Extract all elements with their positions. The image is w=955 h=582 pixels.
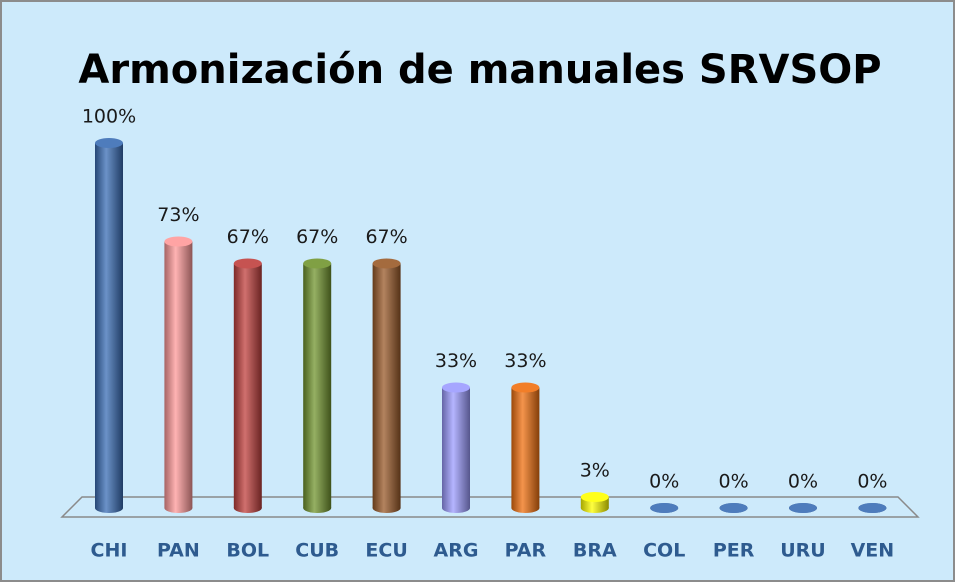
value-label: 33%: [435, 350, 477, 372]
bar: [303, 263, 332, 508]
value-label: 67%: [227, 226, 269, 248]
bar: [95, 143, 123, 508]
bar-top: [303, 258, 332, 269]
bar-top: [164, 236, 193, 247]
value-label: 33%: [504, 350, 546, 372]
x-tick-label: CHI: [91, 540, 128, 562]
x-tick-label: ARG: [434, 540, 479, 562]
bar: [511, 387, 540, 508]
value-label: 67%: [365, 226, 407, 248]
bar-top: [789, 503, 817, 513]
bar: [233, 263, 262, 508]
value-label: 100%: [82, 106, 136, 128]
value-label: 0%: [649, 471, 679, 493]
value-label: 0%: [857, 471, 887, 493]
x-tick-label: VEN: [851, 540, 895, 562]
x-tick-label: COL: [643, 540, 685, 562]
value-label: 0%: [788, 471, 818, 493]
x-tick-label: BRA: [573, 540, 617, 562]
x-tick-label: CUB: [295, 540, 339, 562]
bar: [372, 263, 401, 508]
bar: [442, 387, 470, 508]
x-tick-label: PAN: [157, 540, 200, 562]
bar-top: [442, 382, 470, 393]
x-tick-label: PER: [713, 540, 755, 562]
value-label: 73%: [157, 204, 199, 226]
value-label: 0%: [719, 471, 749, 493]
bar: [580, 497, 609, 508]
x-tick-label: BOL: [226, 540, 269, 562]
chart-title: Armonización de manuales SRVSOP: [78, 47, 881, 93]
bar-top: [650, 503, 679, 513]
bar-top: [580, 492, 609, 503]
bar-top: [372, 258, 401, 269]
bar: [164, 241, 193, 509]
bar-top: [858, 503, 887, 513]
bar-top: [233, 258, 262, 269]
bar-top: [719, 503, 748, 513]
bar-top: [95, 138, 123, 148]
x-tick-label: URU: [780, 540, 826, 562]
floor: [60, 496, 920, 518]
bar-top: [511, 382, 540, 393]
x-tick-label: PAR: [505, 540, 547, 562]
value-label: 67%: [296, 226, 338, 248]
x-tick-label: ECU: [365, 540, 407, 562]
value-label: 3%: [580, 460, 610, 482]
